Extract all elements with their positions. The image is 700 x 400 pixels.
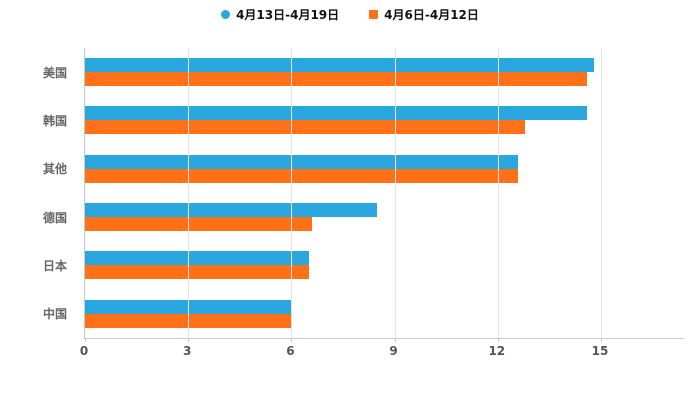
bar-series1-德国[interactable] (85, 203, 378, 218)
bar-group-1 (85, 48, 601, 96)
bar-group-5 (85, 241, 601, 289)
bar-series2-美国[interactable] (85, 72, 588, 87)
bar-rows (85, 48, 601, 338)
bar-series1-美国[interactable] (85, 58, 595, 73)
bar-series1-日本[interactable] (85, 251, 309, 266)
category-label: 中国 (42, 307, 67, 322)
x-tick-mark-icon (188, 338, 190, 342)
category-label: 韩国 (42, 113, 67, 128)
x-tick-label: 12 (488, 344, 506, 358)
gridline (394, 48, 396, 338)
x-tick-label: 6 (286, 344, 295, 358)
bar-series2-日本[interactable] (85, 265, 309, 280)
bar-group-4 (85, 193, 601, 241)
x-tick-mark-icon (601, 338, 602, 342)
bar-series1-其他[interactable] (85, 154, 519, 169)
legend-item-week-apr6-12[interactable]: 4月6日-4月12日 (369, 6, 479, 23)
x-tick-mark-icon (85, 338, 86, 342)
category-label: 美国 (42, 65, 67, 80)
x-tick-label: 0 (79, 344, 89, 358)
bar-group-6 (85, 290, 601, 338)
bar-series2-德国[interactable] (85, 217, 313, 232)
legend-square-marker-icon (369, 10, 379, 19)
gridline (291, 48, 293, 338)
gridline (601, 48, 602, 338)
gridline (497, 48, 499, 338)
category-label: 德国 (42, 210, 67, 225)
legend-label-week-apr6-12: 4月6日-4月12日 (384, 8, 479, 22)
bar-series2-其他[interactable] (85, 168, 519, 183)
y-axis-labels: 美国韩国其他德国日本中国 (0, 48, 76, 338)
plot-inner (85, 48, 602, 338)
x-tick-mark-icon (497, 338, 499, 342)
bar-group-2 (85, 96, 601, 144)
x-axis-tick-labels: 0 3 6 9 12 15 (80, 344, 609, 360)
gridline (188, 48, 190, 338)
plot-area (84, 48, 684, 342)
category-label: 日本 (42, 258, 67, 273)
x-tick-mark-icon (291, 338, 293, 342)
bar-series1-韩国[interactable] (85, 106, 588, 121)
legend-label-week-apr13-19: 4月13日-4月19日 (236, 8, 340, 22)
category-label: 其他 (42, 162, 67, 177)
x-tick-label: 15 (591, 344, 609, 358)
legend-circle-marker-icon (221, 10, 231, 19)
x-tick-label: 3 (183, 344, 192, 358)
legend: 4月13日-4月19日 4月6日-4月12日 (0, 6, 700, 23)
x-tick-label: 9 (389, 344, 398, 358)
bar-group-3 (85, 145, 601, 193)
bar-series2-韩国[interactable] (85, 120, 526, 135)
legend-item-week-apr13-19[interactable]: 4月13日-4月19日 (221, 6, 339, 23)
x-tick-mark-icon (394, 338, 396, 342)
